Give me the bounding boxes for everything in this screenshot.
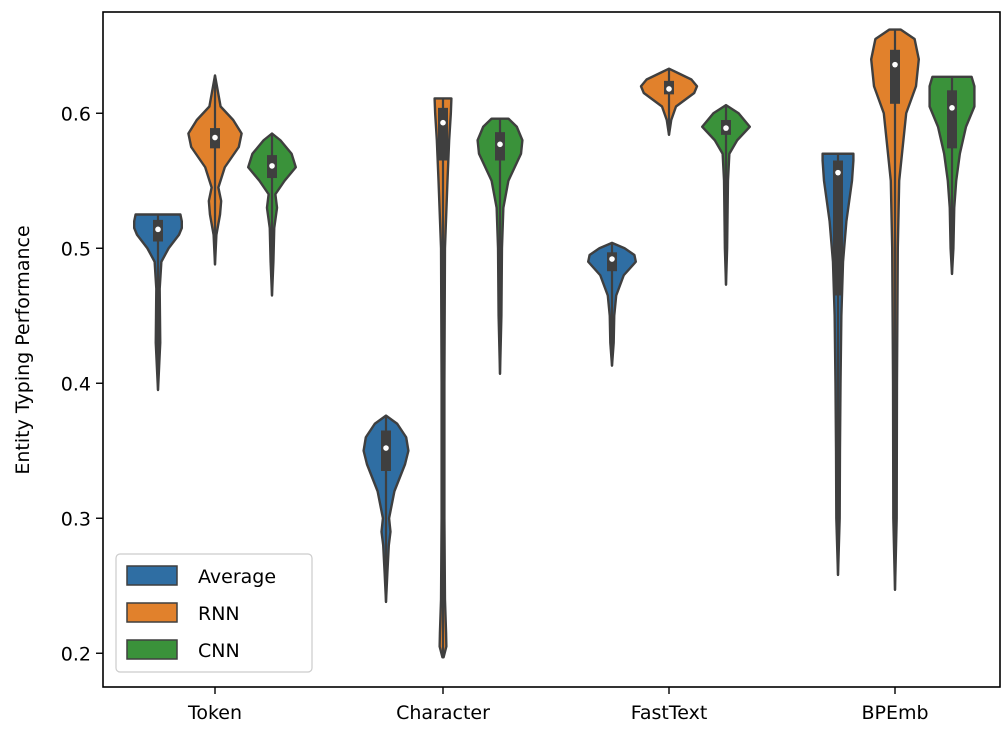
legend-label-cnn: CNN xyxy=(198,640,240,662)
y-tick-label-0-6: 0.6 xyxy=(61,103,91,125)
violin-rnn-token xyxy=(187,74,243,266)
violin-iqr-box-cnn-bpemb xyxy=(947,90,957,149)
violin-median-rnn-token xyxy=(212,134,218,141)
legend-swatch-rnn xyxy=(126,602,178,623)
violin-average-bpemb xyxy=(821,152,855,577)
violin-median-cnn-character xyxy=(497,141,503,148)
violin-median-average-bpemb xyxy=(835,169,841,176)
y-tick-label-0-4: 0.4 xyxy=(61,373,91,395)
violin-cnn-token xyxy=(247,132,297,297)
y-tick-label-0-3: 0.3 xyxy=(61,508,91,530)
y-axis-label: Entity Typing Performance xyxy=(12,225,34,474)
x-tick-label-fasttext: FastText xyxy=(631,702,708,724)
violin-rnn-bpemb xyxy=(870,28,920,591)
violin-cnn-bpemb xyxy=(928,75,976,276)
legend-entries: Average RNN CNN xyxy=(126,565,276,662)
y-axis-ticks: 0.2 0.3 0.4 0.5 0.6 xyxy=(61,103,103,665)
violin-median-average-fasttext xyxy=(609,256,615,262)
violin-median-rnn-fasttext xyxy=(666,86,672,92)
violins-layer xyxy=(133,28,976,659)
violin-cnn-character xyxy=(476,117,524,375)
legend-swatch-cnn xyxy=(126,639,178,660)
violin-iqr-box-average-bpemb xyxy=(833,160,843,296)
violin-median-cnn-token xyxy=(269,163,275,169)
x-tick-label-character: Character xyxy=(396,702,490,724)
plot-frame xyxy=(102,11,1001,688)
legend-swatch-average xyxy=(126,565,178,586)
x-tick-label-bpemb: BPEmb xyxy=(861,702,928,724)
violin-average-character xyxy=(362,414,410,604)
violin-median-cnn-bpemb xyxy=(949,105,955,111)
violin-median-rnn-bpemb xyxy=(892,61,898,68)
violin-cnn-fasttext xyxy=(701,103,751,286)
violin-median-cnn-fasttext xyxy=(723,125,729,131)
violin-average-fasttext xyxy=(587,241,637,367)
violin-rnn-character xyxy=(433,97,453,659)
violin-median-rnn-character xyxy=(440,119,446,126)
violin-rnn-fasttext xyxy=(639,67,699,137)
x-axis-ticks: Token Character FastText BPEmb xyxy=(187,687,929,724)
legend: Average RNN CNN xyxy=(115,553,313,673)
violin-average-token xyxy=(133,213,183,392)
violin-iqr-box-rnn-bpemb xyxy=(890,49,900,104)
x-tick-label-token: Token xyxy=(187,702,242,724)
legend-label-rnn: RNN xyxy=(198,603,240,625)
y-tick-label-0-5: 0.5 xyxy=(61,238,91,260)
legend-label-average: Average xyxy=(198,566,276,588)
violin-iqr-box-rnn-character xyxy=(438,107,448,161)
y-tick-label-0-2: 0.2 xyxy=(61,643,91,665)
violin-median-average-character xyxy=(383,445,389,451)
violin-median-average-token xyxy=(155,226,161,233)
